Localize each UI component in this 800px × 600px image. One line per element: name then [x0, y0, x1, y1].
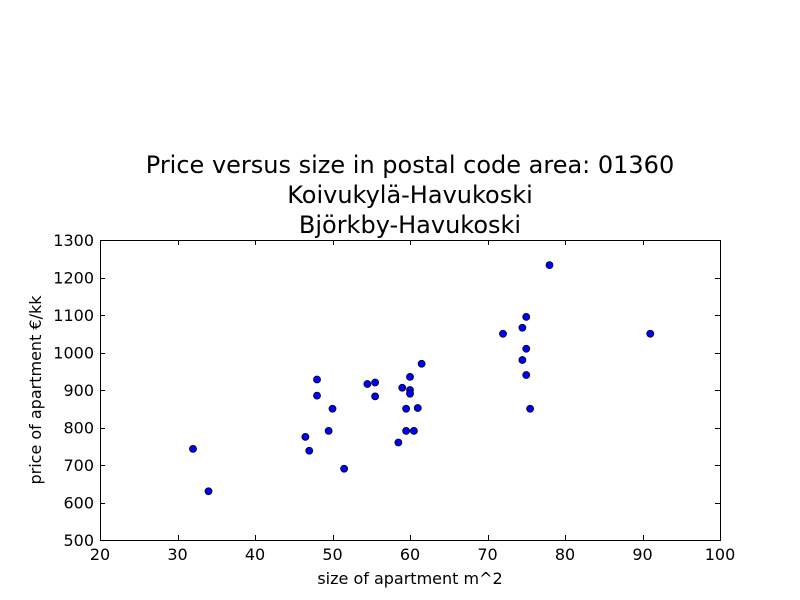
x-tick-label: 90	[632, 545, 652, 564]
data-point	[328, 404, 337, 413]
chart-title-line-3: Björkby-Havukoski	[299, 211, 521, 239]
data-point	[398, 383, 407, 392]
x-tick-label: 20	[90, 545, 110, 564]
data-point	[204, 487, 213, 496]
y-tick-label: 800	[63, 419, 94, 438]
data-point	[324, 426, 333, 435]
data-point	[413, 404, 422, 412]
data-point	[518, 323, 527, 332]
data-point	[305, 446, 314, 455]
x-tick-label: 50	[322, 545, 342, 564]
data-point	[526, 404, 535, 413]
data-point	[545, 261, 554, 270]
x-tick-label: 30	[167, 545, 187, 564]
y-tick-label: 1000	[53, 344, 94, 363]
data-point	[340, 464, 349, 473]
x-axis-label: size of apartment m^2	[317, 569, 502, 588]
data-point	[646, 329, 655, 338]
data-point	[522, 344, 531, 353]
chart-title: Price versus size in postal code area: 0…	[146, 151, 674, 239]
y-axis-label: price of apartment €/kk	[26, 295, 45, 485]
x-tick-label: 40	[245, 545, 265, 564]
data-point	[409, 426, 418, 435]
data-point	[406, 389, 414, 398]
x-tick-label: 70	[477, 545, 497, 564]
data-point	[313, 375, 321, 384]
y-tick-label: 1300	[53, 231, 94, 250]
x-axis-ticks: 20 30 40 50 60 70 80 90 100	[90, 240, 735, 564]
data-point	[402, 404, 411, 413]
data-point	[189, 444, 197, 453]
y-tick-label: 1100	[53, 306, 94, 325]
data-point	[402, 426, 411, 435]
x-tick-label: 80	[555, 545, 575, 564]
x-tick-label: 100	[705, 545, 736, 564]
data-point	[499, 329, 507, 338]
data-point	[371, 392, 380, 401]
y-tick-label: 1200	[53, 269, 94, 288]
data-point	[406, 372, 414, 381]
data-point	[518, 356, 527, 364]
data-point	[522, 312, 531, 321]
y-tick-label: 500	[63, 531, 94, 550]
chart-title-line-2: Koivukylä-Havukoski	[287, 181, 533, 209]
y-tick-label: 900	[63, 381, 94, 400]
y-axis-ticks: 500 600 700 800 900 1000 1100 1200 1300	[53, 231, 720, 550]
data-point	[313, 391, 321, 400]
data-point	[394, 438, 403, 447]
y-tick-label: 600	[63, 494, 94, 513]
data-point	[417, 359, 426, 368]
data-points	[189, 261, 655, 496]
data-point	[363, 380, 372, 388]
data-point	[301, 432, 310, 441]
y-tick-label: 700	[63, 456, 94, 475]
data-point	[522, 371, 531, 379]
x-tick-label: 60	[400, 545, 420, 564]
chart-title-line-1: Price versus size in postal code area: 0…	[146, 151, 674, 179]
data-point	[371, 378, 380, 387]
